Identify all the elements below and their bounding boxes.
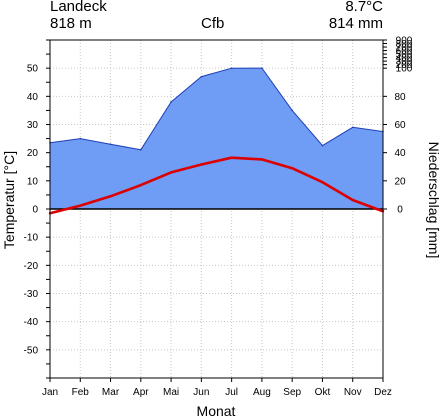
climate-class: Cfb [201, 15, 225, 32]
station-altitude: 818 m [50, 15, 92, 32]
temperature-point-sep [290, 166, 294, 170]
precipitation-point-jul [230, 67, 233, 69]
temperature-point-feb [79, 204, 82, 207]
temperature-point-mai [169, 171, 173, 174]
month-label-jun: Jun [193, 387, 209, 398]
tick-label-precip: 0 [397, 205, 403, 216]
tick-label-temp: -20 [24, 261, 39, 272]
tick-label-temp: -50 [24, 345, 39, 356]
y-axis-label-temperature: Temperatur [°C] [1, 151, 17, 249]
precipitation-line [49, 67, 384, 151]
tick-label-precip: 900 [396, 36, 413, 47]
precipitation-point-sep [291, 109, 293, 112]
precipitation-point-apr [140, 149, 142, 151]
x-axis-label: Monat [197, 403, 236, 418]
temperature-point-jul [230, 156, 233, 159]
precipitation-point-mai [170, 101, 172, 103]
temperature-line [49, 156, 384, 215]
tick-label-temp: 50 [27, 64, 39, 75]
temperature-series [48, 156, 385, 215]
month-label-mai: Mai [163, 387, 179, 398]
month-label-mar: Mar [102, 387, 120, 398]
mean-temperature: 8.7°C [345, 0, 383, 15]
temperature-point-okt [321, 181, 324, 184]
tick-label-temp: 0 [32, 205, 38, 216]
tick-label-temp: -30 [24, 289, 39, 300]
precipitation-point-feb [79, 137, 82, 140]
month-label-feb: Feb [72, 387, 90, 398]
station-name: Landeck [50, 0, 107, 15]
month-label-jan: Jan [42, 387, 58, 398]
tick-label-precip: 400 [396, 53, 413, 64]
temperature-point-apr [139, 183, 143, 187]
tick-label-precip: 20 [394, 176, 406, 187]
month-label-nov: Nov [344, 387, 362, 398]
tick-label-precip: 300 [396, 57, 413, 68]
month-axis: Jan Feb Mar Apr Mai Jun Jul Aug Sep Okt Nov Dez [42, 378, 392, 398]
tick-label-precip: 80 [394, 92, 406, 103]
precipitation-point-okt [321, 144, 324, 147]
precipitation-point-nov [351, 126, 354, 129]
precipitation-point-mar [109, 143, 112, 146]
tick-label-temp: 30 [27, 120, 39, 131]
month-label-okt: Okt [315, 387, 331, 398]
precipitation-point-aug [261, 67, 263, 69]
tick-label-precip: 200 [396, 60, 413, 71]
tick-label-precip: 500 [396, 50, 413, 61]
tick-label-precip: 100 [396, 64, 413, 75]
temperature-point-jun [200, 163, 203, 166]
y-axis-label-precipitation: Niederschlag [mm] [426, 142, 439, 259]
temperature-point-mar [109, 195, 112, 198]
month-label-sep: Sep [283, 387, 301, 398]
tick-label-temp: -10 [24, 233, 39, 244]
precipitation-point-jun [200, 75, 203, 78]
temperature-point-nov [351, 198, 354, 202]
tick-label-precip: 60 [394, 120, 406, 131]
tick-label-precip: 40 [394, 148, 406, 159]
annual-precipitation: 814 mm [328, 15, 383, 32]
precipitation-fill [50, 68, 383, 209]
month-label-dez: Dez [374, 387, 392, 398]
tick-label-temp: -40 [24, 317, 39, 328]
tick-label-temp: 40 [27, 92, 39, 103]
tick-label-precip: 600 [396, 46, 413, 57]
tick-label-temp: 20 [27, 148, 39, 159]
month-label-jul: Jul [225, 387, 238, 398]
tick-label-temp: 10 [27, 176, 39, 187]
temperature-point-aug [260, 158, 264, 161]
precipitation-area [49, 67, 384, 210]
month-label-apr: Apr [133, 387, 149, 398]
temperature-axis: 50 40 30 20 10 0 -10 -20 -30 -40 -50 [24, 39, 50, 379]
tick-label-precip: 700 [396, 43, 413, 54]
month-label-aug: Aug [253, 387, 271, 398]
tick-label-precip: 800 [396, 39, 413, 50]
